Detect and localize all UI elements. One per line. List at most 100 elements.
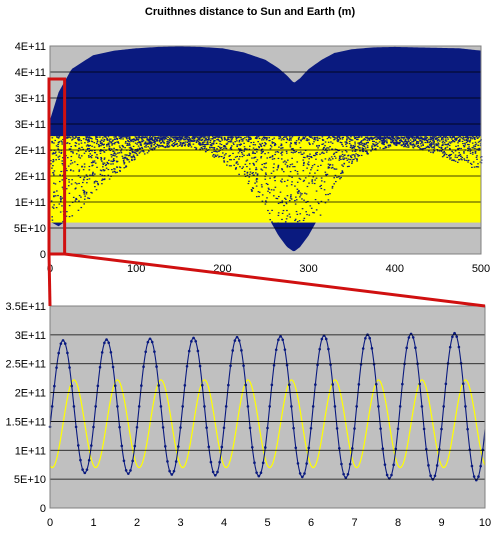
speckle-point	[202, 143, 204, 145]
data-point	[244, 383, 248, 387]
speckle-point	[178, 139, 181, 141]
speckle-point	[135, 152, 138, 154]
speckle-point	[179, 143, 182, 145]
speckle-point	[82, 138, 85, 140]
speckle-point	[445, 153, 448, 156]
speckle-point	[126, 142, 129, 145]
speckle-point	[152, 147, 155, 149]
speckle-point	[433, 150, 436, 152]
speckle-point	[203, 139, 206, 141]
speckle-point	[128, 161, 131, 163]
speckle-point	[56, 136, 58, 138]
speckle-point	[115, 136, 117, 138]
speckle-point	[121, 145, 124, 147]
speckle-point	[118, 145, 121, 147]
speckle-point	[295, 141, 297, 144]
speckle-point	[70, 183, 73, 185]
speckle-point	[351, 139, 354, 141]
speckle-point	[55, 206, 58, 209]
speckle-point	[58, 151, 61, 153]
speckle-point	[461, 138, 464, 140]
speckle-point	[443, 155, 445, 157]
speckle-point	[463, 151, 465, 153]
speckle-point	[156, 139, 158, 141]
speckle-point	[88, 178, 91, 180]
speckle-point	[56, 190, 58, 192]
speckle-point	[336, 138, 339, 140]
speckle-point	[337, 140, 339, 143]
speckle-point	[393, 143, 395, 145]
speckle-point	[286, 195, 289, 197]
speckle-point	[180, 138, 183, 140]
speckle-point	[458, 147, 461, 150]
speckle-point	[91, 154, 93, 157]
speckle-point	[151, 136, 153, 139]
speckle-point	[468, 146, 470, 148]
speckle-point	[141, 137, 143, 140]
speckle-point	[129, 141, 131, 143]
speckle-point	[157, 136, 160, 138]
speckle-point	[272, 166, 275, 169]
speckle-point	[243, 146, 246, 148]
speckle-point	[322, 143, 325, 145]
speckle-point	[277, 222, 279, 224]
data-point	[405, 346, 409, 350]
speckle-point	[430, 145, 432, 147]
speckle-point	[228, 138, 230, 140]
data-point	[477, 475, 480, 478]
speckle-point	[453, 159, 455, 162]
speckle-point	[321, 136, 324, 138]
speckle-point	[404, 145, 406, 147]
speckle-point	[355, 138, 358, 141]
speckle-point	[342, 158, 345, 161]
speckle-point	[290, 137, 293, 139]
speckle-point	[298, 142, 301, 144]
speckle-point	[182, 141, 185, 144]
speckle-point	[419, 137, 421, 140]
speckle-point	[333, 139, 335, 141]
speckle-point	[218, 150, 220, 152]
speckle-point	[225, 147, 228, 150]
bottom-x-tick-labels: 0 1 2 3 4 5 6 7 8 9 10	[47, 517, 491, 529]
data-point	[81, 468, 84, 471]
bottom-y-tick-label: 3.5E+11	[6, 301, 46, 313]
speckle-point	[474, 141, 477, 143]
speckle-point	[61, 143, 63, 145]
data-point	[140, 384, 143, 387]
speckle-point	[90, 137, 93, 139]
top-x-tick-label: 500	[472, 263, 490, 275]
speckle-point	[415, 143, 418, 145]
speckle-point	[261, 148, 264, 150]
speckle-point	[289, 137, 291, 140]
speckle-point	[52, 152, 55, 154]
speckle-point	[339, 156, 341, 158]
speckle-point	[212, 142, 215, 144]
speckle-point	[315, 190, 318, 192]
speckle-point	[402, 138, 405, 140]
speckle-point	[320, 184, 323, 187]
speckle-point	[53, 182, 55, 184]
speckle-point	[279, 191, 282, 193]
speckle-point	[98, 145, 100, 148]
speckle-point	[369, 137, 371, 139]
speckle-point	[72, 196, 75, 199]
speckle-point	[68, 148, 71, 150]
speckle-point	[446, 156, 448, 158]
speckle-point	[465, 136, 467, 138]
speckle-point	[405, 141, 407, 143]
speckle-point	[188, 140, 190, 142]
speckle-point	[261, 169, 264, 171]
speckle-point	[327, 167, 330, 169]
speckle-point	[336, 176, 338, 178]
speckle-point	[217, 145, 220, 148]
speckle-point	[278, 138, 280, 140]
speckle-point	[83, 198, 86, 200]
bottom-x-tick-label: 9	[438, 517, 444, 529]
speckle-point	[271, 221, 273, 223]
speckle-point	[373, 144, 376, 147]
speckle-point	[423, 139, 426, 141]
speckle-point	[343, 157, 346, 159]
speckle-point	[88, 140, 91, 143]
speckle-point	[411, 136, 413, 138]
speckle-point	[157, 137, 159, 140]
